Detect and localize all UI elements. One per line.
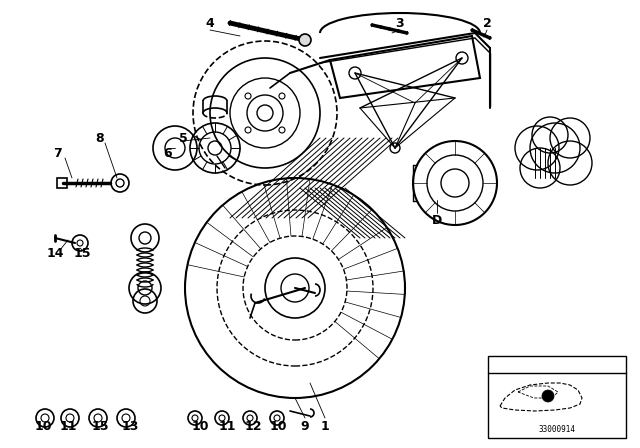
Text: 10: 10 bbox=[35, 419, 52, 432]
Circle shape bbox=[299, 34, 311, 46]
Bar bbox=[488, 356, 626, 438]
Text: 7: 7 bbox=[52, 146, 61, 159]
Text: 4: 4 bbox=[205, 17, 214, 30]
Text: 11: 11 bbox=[218, 419, 236, 432]
Text: 15: 15 bbox=[92, 419, 109, 432]
Text: 3: 3 bbox=[396, 17, 404, 30]
Text: 15: 15 bbox=[73, 246, 91, 259]
Text: 9: 9 bbox=[301, 419, 309, 432]
Bar bbox=[57, 178, 67, 188]
Text: 6: 6 bbox=[164, 146, 172, 159]
Text: 13: 13 bbox=[122, 419, 139, 432]
Text: 2: 2 bbox=[483, 17, 492, 30]
Text: 14: 14 bbox=[46, 246, 64, 259]
Text: 12: 12 bbox=[244, 419, 262, 432]
Circle shape bbox=[542, 390, 554, 402]
Text: 5: 5 bbox=[179, 132, 188, 145]
Text: 10: 10 bbox=[191, 419, 209, 432]
Text: 10: 10 bbox=[269, 419, 287, 432]
Text: 1: 1 bbox=[321, 419, 330, 432]
Text: D: D bbox=[432, 214, 442, 227]
Text: 11: 11 bbox=[60, 419, 77, 432]
Text: 8: 8 bbox=[96, 132, 104, 145]
Text: 33000914: 33000914 bbox=[538, 425, 575, 434]
